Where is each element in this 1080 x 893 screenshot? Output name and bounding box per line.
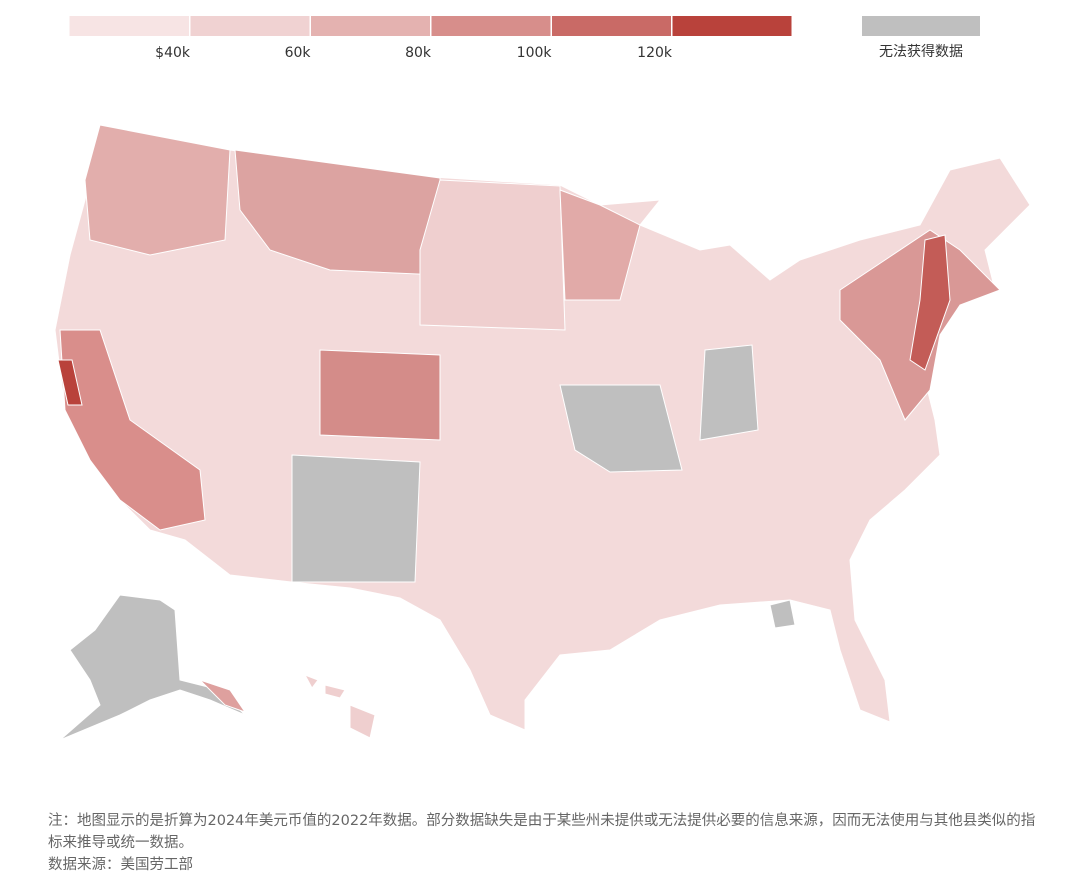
alaska	[59, 594, 246, 741]
plains-north	[419, 179, 566, 331]
boston-nyc	[909, 234, 951, 371]
colorado	[319, 349, 441, 441]
northwest	[84, 124, 231, 256]
florida-gap	[769, 599, 796, 629]
missouri	[559, 384, 683, 473]
legend-tick-label: 80k	[405, 45, 432, 61]
map: $40k 60k 80k 100k 120k 无法获得数据	[54, 16, 1031, 741]
legend-swatch	[190, 16, 310, 36]
legend: $40k 60k 80k 100k 120k 无法获得数据	[69, 16, 980, 61]
new-mexico	[291, 454, 421, 583]
minnesota	[559, 189, 641, 301]
legend-swatch	[551, 16, 671, 36]
montana	[234, 149, 441, 276]
legend-swatch	[69, 16, 189, 36]
no-data-label: 无法获得数据	[879, 43, 963, 60]
source: 数据来源：美国劳工部	[48, 857, 193, 873]
legend-swatch	[672, 16, 792, 36]
bay-area	[57, 359, 83, 406]
alaska-panhandle	[199, 679, 247, 713]
legend-swatch	[431, 16, 551, 36]
us-map	[54, 124, 1031, 741]
hawaii	[303, 674, 376, 739]
legend-tick-label: 60k	[285, 45, 312, 61]
california-coast	[59, 329, 206, 531]
note: 注：地图显示的是折算为2024年美元币值的2022年数据。部分数据缺失是由于某些…	[48, 813, 1036, 851]
indiana	[699, 344, 759, 441]
legend-swatch	[310, 16, 430, 36]
legend-tick-label: $40k	[155, 45, 191, 61]
legend-tick-label: 100k	[517, 45, 553, 61]
notes: 注：地图显示的是折算为2024年美元币值的2022年数据。部分数据缺失是由于某些…	[48, 810, 1038, 876]
legend-tick-label: 120k	[637, 45, 673, 61]
no-data-swatch	[862, 16, 980, 36]
